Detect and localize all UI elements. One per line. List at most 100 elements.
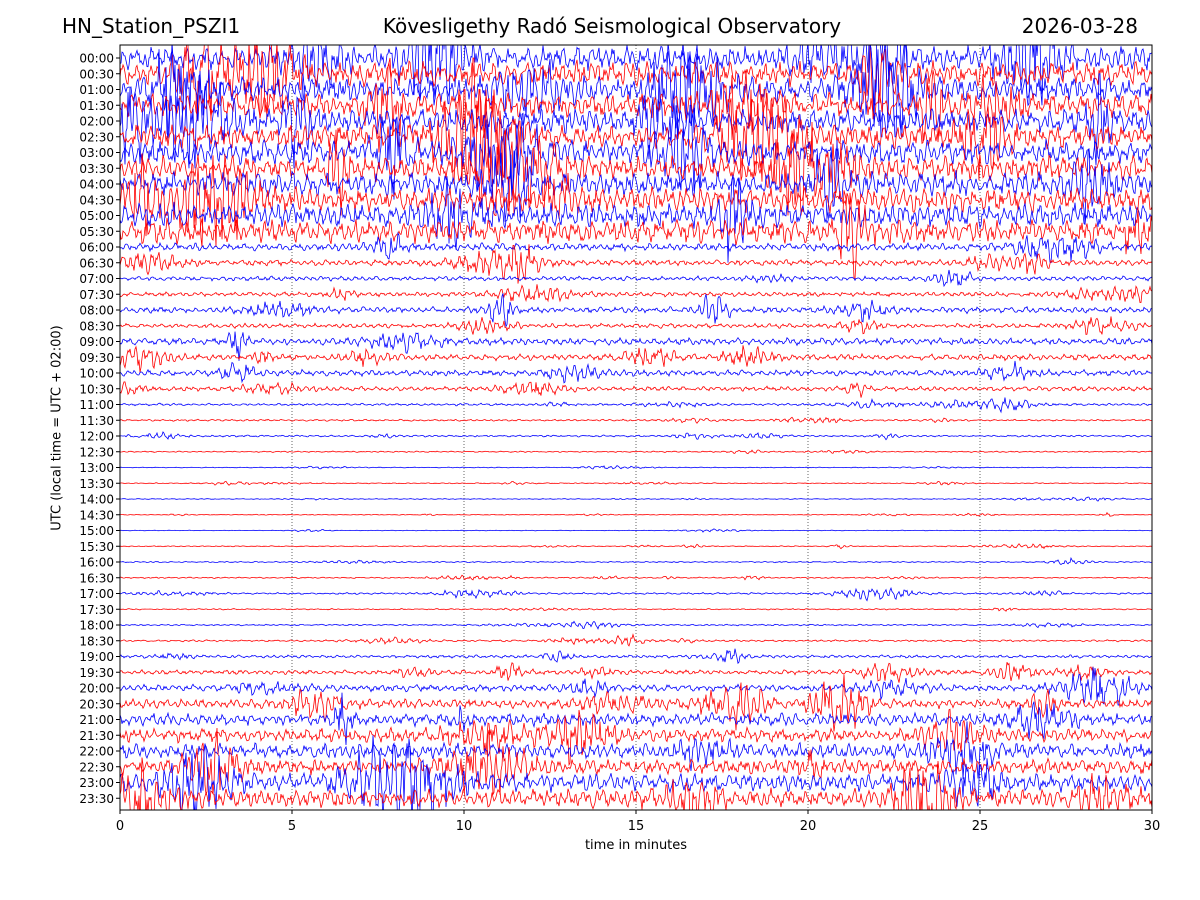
y-tick-label: 17:00 xyxy=(79,587,114,601)
trace-2200 xyxy=(120,721,1152,780)
y-tick-label: 05:00 xyxy=(79,209,114,223)
trace-1930 xyxy=(120,662,1152,683)
y-tick-label: 06:00 xyxy=(79,241,114,255)
trace-1700 xyxy=(120,586,1152,602)
y-tick-label: 13:00 xyxy=(79,461,114,475)
trace-2130 xyxy=(120,708,1152,767)
y-tick-label: 16:30 xyxy=(79,571,114,585)
y-tick-label: 04:30 xyxy=(79,193,114,207)
y-tick-label: 18:00 xyxy=(79,619,114,633)
y-tick-label: 19:30 xyxy=(79,666,114,680)
trace-0800 xyxy=(120,293,1152,328)
trace-1900 xyxy=(120,648,1152,665)
trace-1600 xyxy=(120,556,1152,565)
trace-0600 xyxy=(120,231,1152,264)
y-tick-label: 13:30 xyxy=(79,477,114,491)
trace-2000 xyxy=(120,666,1152,706)
trace-1730 xyxy=(120,607,1152,612)
trace-1100 xyxy=(120,397,1152,414)
y-tick-label: 11:30 xyxy=(79,414,114,428)
trace-1230 xyxy=(120,449,1152,455)
trace-0900 xyxy=(120,331,1152,361)
trace-0500 xyxy=(120,174,1152,263)
y-tick-label: 10:30 xyxy=(79,382,114,396)
y-tick-label: 21:30 xyxy=(79,729,114,743)
y-tick-label: 12:00 xyxy=(79,430,114,444)
trace-0930 xyxy=(120,345,1152,373)
trace-1430 xyxy=(120,511,1152,517)
y-tick-label: 04:00 xyxy=(79,178,114,192)
trace-1300 xyxy=(120,465,1152,470)
trace-1030 xyxy=(120,381,1152,398)
x-tick-label: 15 xyxy=(628,819,645,834)
trace-2100 xyxy=(120,692,1152,746)
trace-0730 xyxy=(120,284,1152,304)
y-tick-label: 03:30 xyxy=(79,162,114,176)
trace-0230 xyxy=(120,89,1152,185)
y-tick-label: 00:30 xyxy=(79,67,114,81)
trace-1000 xyxy=(120,360,1152,384)
y-tick-label: 23:00 xyxy=(79,776,114,790)
y-tick-label: 07:00 xyxy=(79,272,114,286)
x-axis-label: time in minutes xyxy=(584,838,688,853)
y-tick-label: 12:30 xyxy=(79,445,114,459)
x-tick-label: 5 xyxy=(288,819,296,834)
y-tick-label: 09:30 xyxy=(79,351,114,365)
x-tick-label: 10 xyxy=(456,819,473,834)
y-tick-label: 17:30 xyxy=(79,603,114,617)
y-tick-label: 08:00 xyxy=(79,304,114,318)
trace-0030 xyxy=(120,45,1152,122)
y-tick-label: 14:30 xyxy=(79,508,114,522)
x-tick-label: 25 xyxy=(972,819,989,834)
trace-1530 xyxy=(120,543,1152,550)
y-tick-label: 11:00 xyxy=(79,398,114,412)
y-tick-label: 18:30 xyxy=(79,634,114,648)
station-label: HN_Station_PSZI1 xyxy=(62,14,241,38)
trace-1330 xyxy=(120,480,1152,486)
trace-0130 xyxy=(120,57,1152,153)
trace-0700 xyxy=(120,269,1152,288)
trace-0100 xyxy=(120,45,1152,139)
x-tick-label: 0 xyxy=(116,819,124,834)
y-tick-label: 21:00 xyxy=(79,713,114,727)
y-tick-label: 22:30 xyxy=(79,760,114,774)
trace-0400 xyxy=(120,139,1152,224)
trace-1830 xyxy=(120,633,1152,647)
trace-1800 xyxy=(120,620,1152,630)
y-tick-label: 00:00 xyxy=(79,52,114,66)
x-tick-label: 30 xyxy=(1144,819,1161,834)
trace-0300 xyxy=(120,104,1152,200)
y-tick-label: 05:30 xyxy=(79,225,114,239)
trace-0830 xyxy=(120,316,1152,336)
y-tick-label: 15:00 xyxy=(79,524,114,538)
trace-2030 xyxy=(120,674,1152,732)
trace-0630 xyxy=(120,244,1152,284)
y-tick-label: 15:30 xyxy=(79,540,114,554)
trace-layer xyxy=(120,45,1152,810)
date-label: 2026-03-28 xyxy=(1021,14,1138,38)
trace-2300 xyxy=(120,735,1152,810)
y-tick-label: 14:00 xyxy=(79,493,114,507)
trace-0200 xyxy=(120,72,1152,169)
y-tick-label: 01:30 xyxy=(79,99,114,113)
y-tick-label: 03:00 xyxy=(79,146,114,160)
y-tick-label: 09:00 xyxy=(79,335,114,349)
trace-2330 xyxy=(120,757,1152,810)
x-tick-label: 20 xyxy=(800,819,817,834)
y-tick-label: 02:30 xyxy=(79,130,114,144)
trace-0430 xyxy=(120,153,1152,248)
y-tick-label: 02:00 xyxy=(79,115,114,129)
trace-1200 xyxy=(120,431,1152,441)
trace-1630 xyxy=(120,574,1152,581)
y-tick-label: 06:30 xyxy=(79,256,114,270)
y-tick-label: 22:00 xyxy=(79,745,114,759)
trace-1130 xyxy=(120,416,1152,424)
y-tick-label: 20:00 xyxy=(79,682,114,696)
y-tick-label: 10:00 xyxy=(79,367,114,381)
y-tick-label: 20:30 xyxy=(79,697,114,711)
y-tick-label: 16:00 xyxy=(79,556,114,570)
x-tick-layer: 0 5 10 15 20 25 30 xyxy=(116,810,1160,834)
